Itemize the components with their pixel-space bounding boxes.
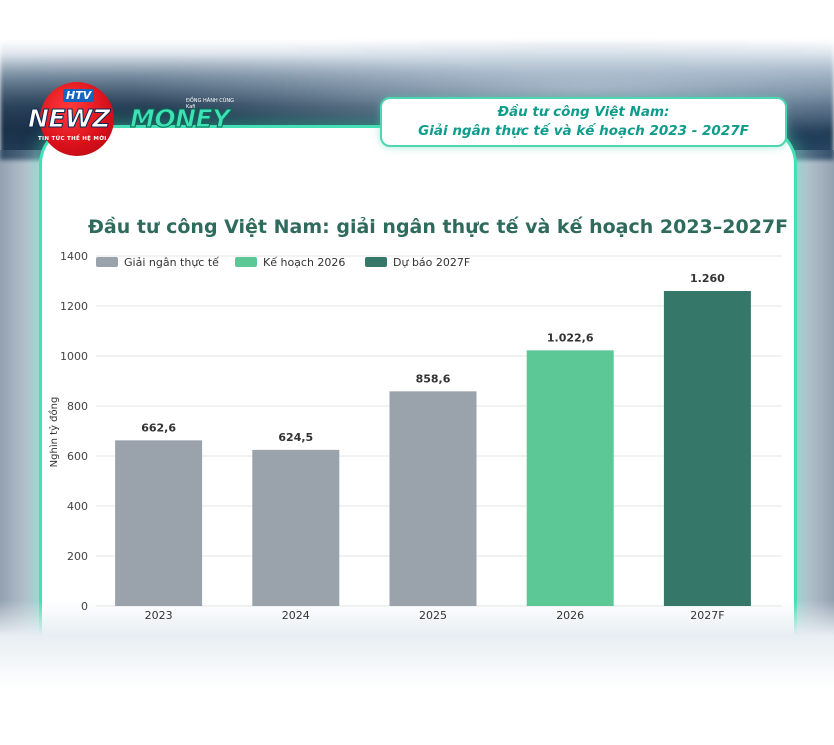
y-tick-label: 800 [67,400,88,413]
x-tick-label: 2025 [419,609,447,622]
bottom-fade [0,600,834,690]
bar-2024 [252,449,340,606]
y-axis-ticks: 0 200 400 600 800 1000 1200 1400 [60,250,88,613]
x-axis-ticks: 2023 2024 2025 2026 2027F [145,609,725,622]
x-tick-label: 2023 [145,609,173,622]
x-tick-label: 2027F [690,609,724,622]
y-tick-label: 600 [67,450,88,463]
y-tick-label: 1200 [60,300,88,313]
newzmoney-logo: HTV NEWZ MONEY TIN TỨC THẾ HỆ MỚI ĐỒNG H… [26,82,241,162]
header-title-box: Đầu tư công Việt Nam: Giải ngân thực tế … [380,97,787,147]
logo-htv-text: HTV [63,89,95,102]
y-tick-label: 400 [67,500,88,513]
y-axis-label: Nghìn tỷ đồng [48,397,60,468]
bar-2025 [389,391,477,606]
legend-swatch-plan [235,257,257,267]
header-title-line1: Đầu tư công Việt Nam: [497,104,670,120]
value-label: 1.260 [690,272,725,285]
header-title-line2: Giải ngân thực tế và kế hoạch 2023 - 202… [418,123,749,139]
legend-swatch-forecast [365,257,387,267]
value-labels: 662,6 624,5 858,6 1.022,6 1.260 [141,272,725,444]
logo-newz-text: NEWZ [28,104,111,134]
value-label: 662,6 [141,421,176,434]
value-label: 1.022,6 [547,331,594,344]
x-tick-label: 2026 [556,609,584,622]
legend-label-actual: Giải ngân thực tế [124,256,219,269]
chart-title: Đầu tư công Việt Nam: giải ngân thực tế … [88,216,789,238]
value-label: 624,5 [278,431,313,444]
bar-2027F [663,291,751,606]
bar-2023 [115,440,203,606]
chart-legend: Giải ngân thực tế Kế hoạch 2026 Dự báo 202… [96,256,470,269]
logo-tagline: TIN TỨC THẾ HỆ MỚI [38,136,107,142]
y-tick-label: 1000 [60,350,88,363]
y-tick-label: 0 [81,600,88,613]
bar-2026 [526,350,614,606]
value-label: 858,6 [416,372,451,385]
y-tick-label: 1400 [60,250,88,263]
legend-swatch-actual [96,257,118,267]
legend-label-plan: Kế hoạch 2026 [263,256,345,269]
logo-sponsor: ĐỒNG HÀNH CÙNG Kafi [186,98,235,110]
chart-bars [115,291,751,606]
legend-label-forecast: Dự báo 2027F [393,256,470,269]
y-tick-label: 200 [67,550,88,563]
x-tick-label: 2024 [282,609,310,622]
logo-money-text: MONEY [130,104,231,134]
